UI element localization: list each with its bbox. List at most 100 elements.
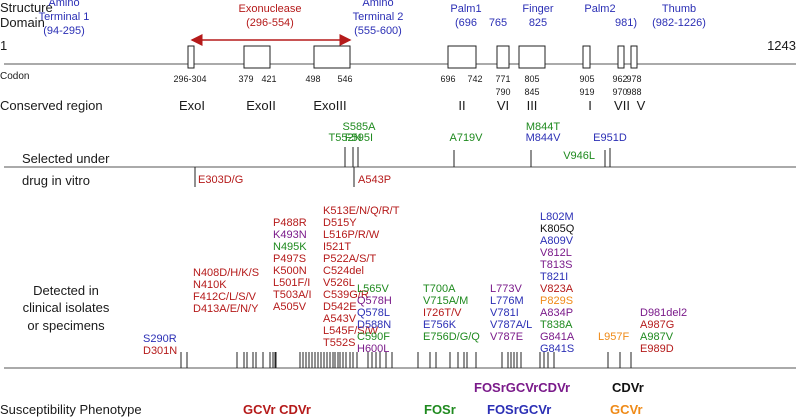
clin-g4-K513E-N-Q-R-T: K513E/N/Q/R/T <box>323 205 400 217</box>
clin-g7-T700A: T700A <box>423 283 456 295</box>
domain-5-line-0: Finger <box>522 3 554 15</box>
conserved-box-0 <box>187 45 195 69</box>
clin-g7-E756D-G-Q: E756D/G/Q <box>423 331 480 343</box>
detected-label-line1: Detected in <box>33 283 99 298</box>
structure-label: Structure <box>0 0 53 15</box>
codon-2-a: 498 <box>305 74 320 84</box>
domain-0-line-0: Amino <box>48 0 79 9</box>
clin-g2-N410K: N410K <box>193 279 227 291</box>
clin-g1-D301N: D301N <box>143 345 177 357</box>
codon-5-b: 845 <box>524 87 539 97</box>
clin-g11-D981del2: D981del2 <box>640 307 687 319</box>
conserved-box-8 <box>630 45 638 69</box>
domain-0-line-2: (94-295) <box>43 25 85 37</box>
codon-7-b: 970 <box>612 87 627 97</box>
codon-1-b: 421 <box>261 74 276 84</box>
clin-g8-V787A-L: V787A/L <box>490 319 532 331</box>
clin-g9-P829S: P829S <box>540 295 573 307</box>
domain-3-line-0: Palm1 <box>450 3 481 15</box>
region-II: II <box>458 98 465 113</box>
clin-g6-C590F: C590F <box>357 331 390 343</box>
clin-g9-V823A: V823A <box>540 283 574 295</box>
clin-g9-L802M: L802M <box>540 211 574 223</box>
clin-g9-G841S: G841S <box>540 343 574 355</box>
domain-7-line-0: 981) <box>615 17 637 29</box>
mut-A543P: A543P <box>358 174 391 186</box>
codon-6-b: 919 <box>579 87 594 97</box>
clin-g3-N495K: N495K <box>273 241 307 253</box>
domain-2-line-0: Amino <box>362 0 393 9</box>
codon-0: 296-304 <box>173 74 206 84</box>
clin-g11-A987V: A987V <box>640 331 674 343</box>
domain-1-line-1: (296-554) <box>246 17 294 29</box>
clin-g11-E989D: E989D <box>640 343 674 355</box>
phenotype-gcv: GCVr <box>610 402 643 417</box>
clin-g10-L957F: L957F <box>598 331 629 343</box>
clin-g4-C524del: C524del <box>323 265 364 277</box>
clin-g3-L501F-I: L501F/I <box>273 277 310 289</box>
phenotype-fos-gcv-cdv: FOSrGCVrCDVr <box>474 380 570 395</box>
clin-g6-Q578L: Q578L <box>357 307 390 319</box>
clin-g3-K500N: K500N <box>273 265 307 277</box>
mut-E951D: E951D <box>593 132 627 144</box>
clin-g4-P522A-S-T: P522A/S/T <box>323 253 376 265</box>
mut-V946L: V946L <box>563 150 595 162</box>
conserved-box-6 <box>582 45 591 69</box>
codon-8-b: 988 <box>626 87 641 97</box>
selected-label-line1: Selected under <box>22 151 110 166</box>
clin-g4-D542E: D542E <box>323 301 357 313</box>
clin-g9-V812L: V812L <box>540 247 572 259</box>
domain-5-line-1: 825 <box>529 17 547 29</box>
phenotype-fos-gcv: FOSrGCVr <box>487 402 551 417</box>
clin-g1-S290R: S290R <box>143 333 177 345</box>
clin-g3-P488R: P488R <box>273 217 307 229</box>
detected-label-line3: or specimens <box>27 318 105 333</box>
region-ExoII: ExoII <box>246 98 276 113</box>
codon-2-b: 546 <box>337 74 352 84</box>
clin-g7-E756K: E756K <box>423 319 457 331</box>
axis-end-label: 1243 <box>767 38 796 53</box>
clin-g4-D515Y: D515Y <box>323 217 357 229</box>
clin-g6-D588N: D588N <box>357 319 391 331</box>
codon-3-a: 696 <box>440 74 455 84</box>
clin-g9-A834P: A834P <box>540 307 573 319</box>
codon-5-a: 805 <box>524 74 539 84</box>
clin-g6-Q578H: Q578H <box>357 295 392 307</box>
conserved-region-label: Conserved region <box>0 98 103 113</box>
clin-g7-I726T-V: I726T/V <box>423 307 462 319</box>
region-III: III <box>527 98 538 113</box>
region-ExoIII: ExoIII <box>313 98 346 113</box>
domain-0-line-1: Terminal 1 <box>39 11 90 23</box>
mut-M844T: M844T <box>526 121 561 133</box>
clin-g4-L516P-R-W: L516P/R/W <box>323 229 380 241</box>
conserved-box-7 <box>617 45 625 69</box>
phenotype-cdv: CDVr <box>612 380 644 395</box>
detected-label-line2: clinical isolates <box>23 300 110 315</box>
clin-g3-T503A-I: T503A/I <box>273 289 312 301</box>
clin-g2-D413A-E-N-Y: D413A/E/N/Y <box>193 303 259 315</box>
domain-6-line-0: Palm2 <box>584 3 615 15</box>
conserved-box-2 <box>313 45 351 69</box>
domain-8-line-0: Thumb <box>662 3 696 15</box>
clin-g4-A543V: A543V <box>323 313 357 325</box>
clin-g4-V526L: V526L <box>323 277 355 289</box>
domain-8-line-1: (982-1226) <box>652 17 706 29</box>
clin-g4-C539G-R: C539G/R <box>323 289 369 301</box>
mut-T552N: T552N <box>328 132 361 144</box>
clin-g3-A505V: A505V <box>273 301 307 313</box>
clin-g9-G841A: G841A <box>540 331 575 343</box>
clin-g11-A987G: A987G <box>640 319 674 331</box>
codon-3-b: 742 <box>467 74 482 84</box>
conserved-box-1 <box>243 45 271 69</box>
clin-g2-N408D-H-K-S: N408D/H/K/S <box>193 267 259 279</box>
phenotype-fos: FOSr <box>424 402 456 417</box>
codon-4-b: 790 <box>495 87 510 97</box>
clin-g9-T821I: T821I <box>540 271 568 283</box>
mut-S585A: S585A <box>342 121 376 133</box>
mut-E303D-G: E303D/G <box>198 174 243 186</box>
mut-A719V: A719V <box>449 132 483 144</box>
domain-label: Domain <box>0 15 45 30</box>
clin-g2-F412C-L-S-V: F412C/L/S/V <box>193 291 257 303</box>
mut-M844V: M844V <box>526 132 562 144</box>
